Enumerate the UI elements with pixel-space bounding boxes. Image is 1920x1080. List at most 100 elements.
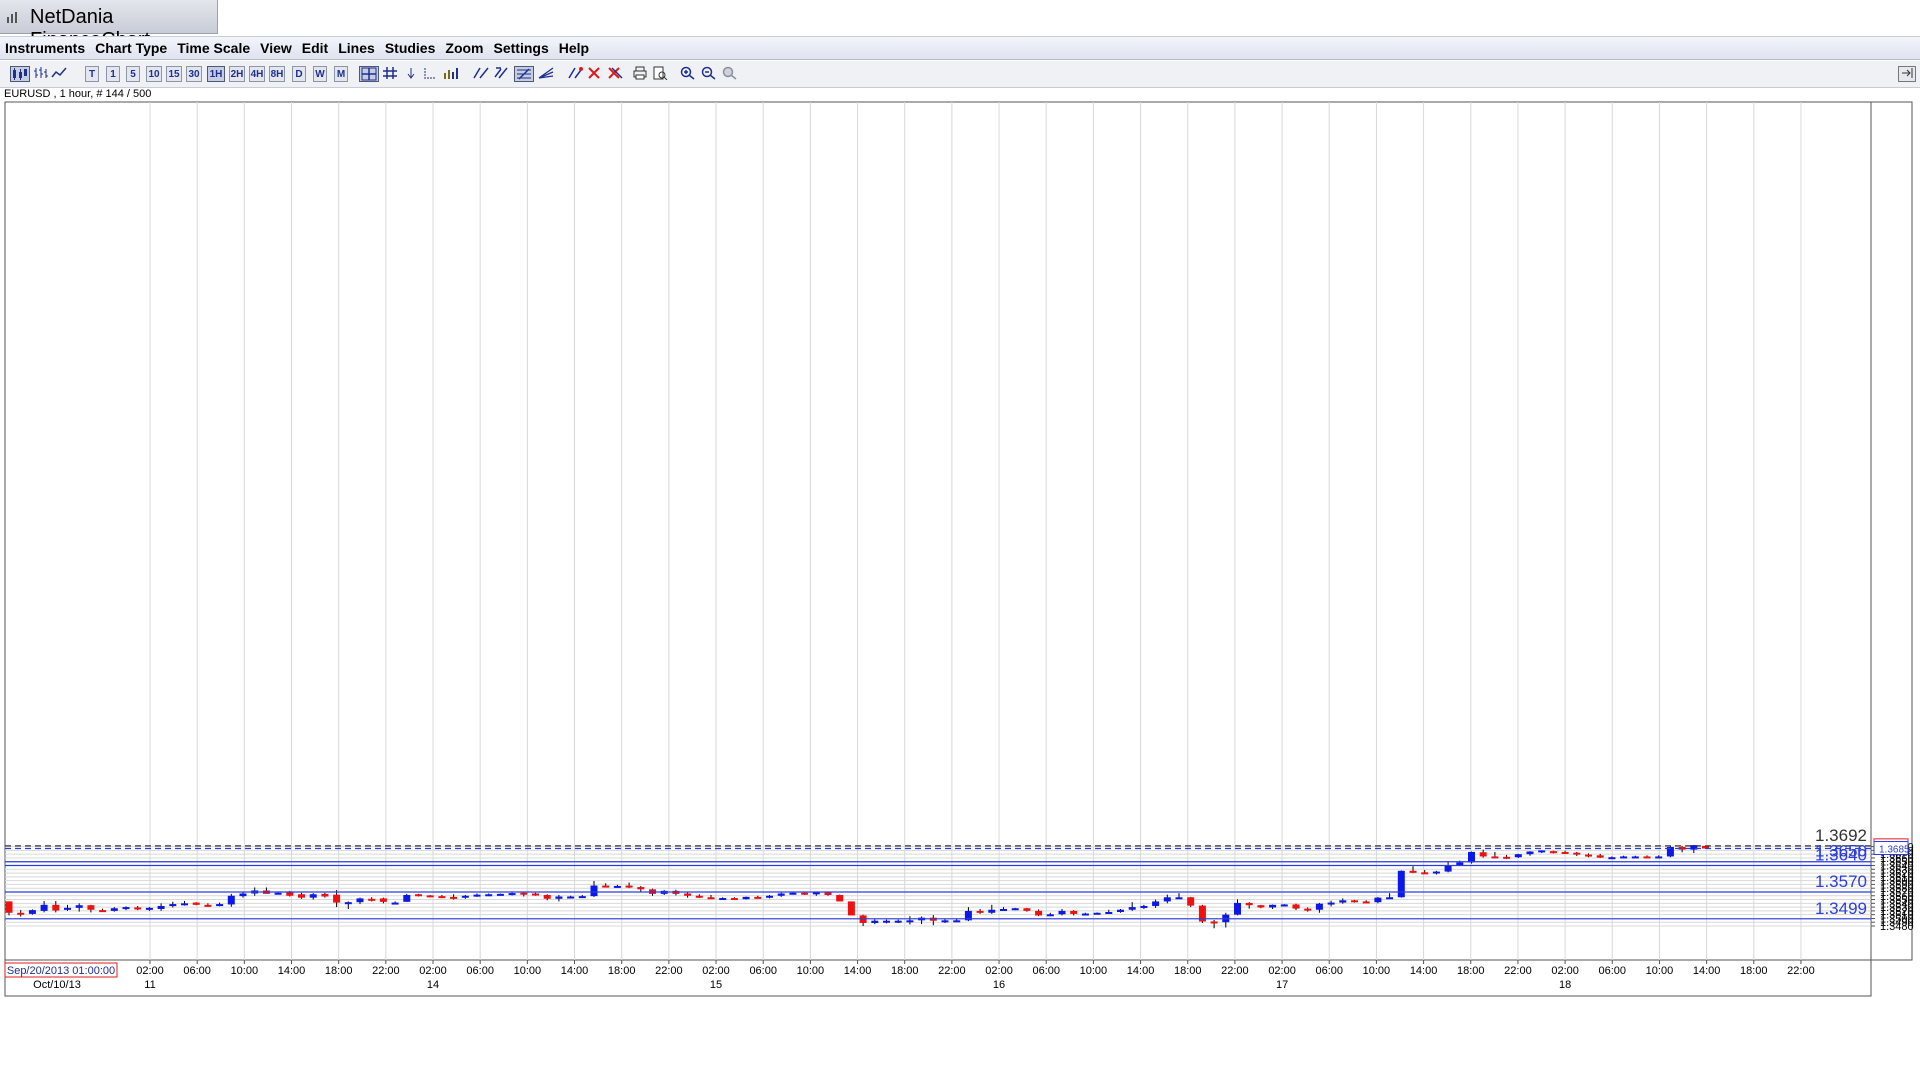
- arrow-down-icon[interactable]: [404, 66, 418, 82]
- timescale-month-button[interactable]: M: [334, 66, 348, 82]
- crosshair-icon[interactable]: [359, 66, 379, 82]
- candle-body: [602, 885, 610, 888]
- candle-body: [590, 885, 598, 897]
- timescale-8h-button[interactable]: 8H: [269, 66, 285, 82]
- candle-body: [1128, 907, 1136, 910]
- candle-down: [543, 894, 551, 901]
- candle-body: [17, 912, 25, 915]
- candle-body: [75, 905, 83, 908]
- candle-up: [1374, 896, 1382, 904]
- candle-body: [1596, 855, 1604, 858]
- dotted-line-icon[interactable]: [422, 66, 438, 82]
- candle-down: [192, 902, 200, 906]
- x-tick-label: 10:00: [1080, 965, 1108, 977]
- price-box: [1873, 841, 1909, 856]
- candle-up: [1608, 856, 1616, 860]
- candle-up: [1655, 855, 1663, 859]
- volume-bars-icon[interactable]: [442, 66, 460, 82]
- menu-edit[interactable]: Edit: [301, 40, 329, 56]
- zoom-reset-icon[interactable]: [721, 66, 739, 82]
- plot-area: [4, 101, 1872, 961]
- timescale-day-button[interactable]: D: [292, 66, 306, 82]
- timescale-10min-button[interactable]: 10: [146, 66, 162, 82]
- x-tick-label: 06:00: [1599, 965, 1627, 977]
- line-chart-icon[interactable]: [51, 66, 67, 82]
- time-axis: [4, 959, 1872, 997]
- y-tick-label: 1.3640: [1880, 861, 1914, 873]
- menu-settings[interactable]: Settings: [493, 40, 549, 56]
- candle-body: [1175, 897, 1183, 900]
- menu-help[interactable]: Help: [558, 40, 590, 56]
- candle-down: [1245, 902, 1253, 909]
- print-icon[interactable]: [631, 66, 649, 82]
- trend-line-icon[interactable]: [472, 66, 490, 82]
- candle-body: [812, 892, 820, 895]
- y-tick-label: 1.3590: [1880, 879, 1914, 891]
- menu-view[interactable]: View: [260, 40, 292, 56]
- channel-line-icon[interactable]: [493, 66, 511, 82]
- menu-time-scale[interactable]: Time Scale: [177, 40, 251, 56]
- timescale-4h-button[interactable]: 4H: [249, 66, 265, 82]
- timescale-1h-button[interactable]: 1H: [207, 66, 225, 82]
- price-chart[interactable]: 1.34801.34901.35001.35101.35201.35301.35…: [0, 100, 1920, 1004]
- x-tick-label: 18:00: [1457, 965, 1485, 977]
- candle-body: [181, 903, 188, 906]
- timescale-1min-button[interactable]: 1: [106, 66, 120, 82]
- candle-down: [1585, 853, 1592, 858]
- candle-down: [5, 901, 13, 916]
- x-tick-label: 14:00: [1410, 965, 1438, 977]
- zoom-in-icon[interactable]: [679, 66, 697, 82]
- x-date-label: 15: [710, 979, 722, 991]
- timescale-2h-button[interactable]: 2H: [229, 66, 245, 82]
- candle-body: [567, 896, 575, 899]
- timescale-tick-button[interactable]: T: [85, 66, 99, 82]
- timescale-15min-button[interactable]: 15: [166, 66, 182, 82]
- grid-icon[interactable]: [382, 66, 398, 82]
- fibonacci-icon[interactable]: [514, 66, 534, 82]
- x-tick-label: 18:00: [891, 965, 919, 977]
- bar-chart-icon[interactable]: [33, 66, 49, 82]
- timescale-30min-button[interactable]: 30: [186, 66, 202, 82]
- window-title-tab[interactable]: NetDania FinanceChart: [0, 0, 218, 51]
- x-tick-label: 18:00: [325, 965, 353, 977]
- timescale-5min-button[interactable]: 5: [126, 66, 140, 82]
- timescale-week-button[interactable]: W: [313, 66, 327, 82]
- delete-icon[interactable]: [586, 66, 602, 82]
- print-preview-icon[interactable]: [651, 66, 669, 82]
- zoom-out-icon[interactable]: [700, 66, 718, 82]
- candle-up: [1234, 899, 1241, 916]
- candle-body: [1081, 913, 1089, 916]
- candle-up: [567, 895, 575, 899]
- candle-down: [321, 892, 329, 898]
- candle-up: [1011, 907, 1019, 911]
- candle-body: [1643, 856, 1651, 859]
- candle-body: [964, 910, 972, 921]
- candle-body: [321, 893, 329, 897]
- x-tick-label: 18:00: [1740, 965, 1768, 977]
- candle-body: [239, 893, 247, 897]
- menu-lines[interactable]: Lines: [338, 40, 375, 56]
- candle-body: [988, 909, 996, 913]
- candle-body: [801, 892, 809, 895]
- candle-up: [555, 895, 563, 902]
- candle-up: [1093, 912, 1101, 915]
- menu-chart-type[interactable]: Chart Type: [95, 40, 168, 56]
- candle-up: [356, 897, 364, 905]
- menu-zoom[interactable]: Zoom: [445, 40, 484, 56]
- menu-studies[interactable]: Studies: [384, 40, 436, 56]
- candle-up: [40, 901, 48, 913]
- candlestick-chart-icon[interactable]: [10, 66, 30, 82]
- panel-toggle-icon[interactable]: [1898, 66, 1916, 82]
- x-tick-label: 22:00: [655, 965, 683, 977]
- candle-up: [1327, 900, 1335, 907]
- menu-instruments[interactable]: Instruments: [5, 40, 86, 56]
- candle-up: [1666, 845, 1674, 858]
- candle-down: [438, 895, 446, 899]
- candle-down: [1503, 854, 1511, 860]
- gann-fan-icon[interactable]: [537, 66, 555, 82]
- candle-down: [847, 901, 855, 916]
- select-line-icon[interactable]: [566, 66, 584, 82]
- candle-down: [204, 903, 212, 907]
- delete-all-icon[interactable]: [606, 66, 624, 82]
- candle-body: [1117, 909, 1124, 913]
